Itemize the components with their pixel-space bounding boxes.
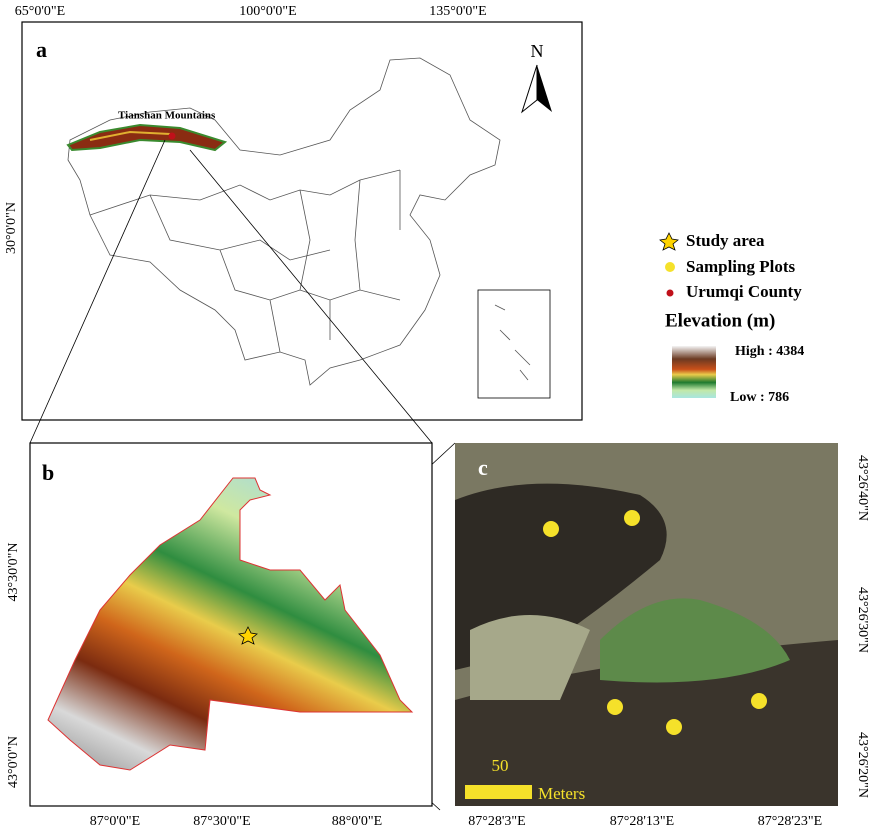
grass-patch (600, 598, 790, 683)
legend-title: Elevation (m) (665, 310, 775, 331)
scale-value: 50 (492, 756, 509, 775)
lat-label: 43°26'30"N (855, 587, 870, 653)
lon-label: 135°0'0"E (429, 4, 486, 19)
legend-dot (666, 289, 674, 297)
legend-star (659, 232, 679, 251)
china-outline (67, 57, 501, 386)
scale-unit: Meters (538, 784, 585, 803)
panel-label: c (478, 455, 488, 480)
urumqi-point (168, 132, 176, 140)
lon-label: 87°28'23"E (758, 814, 822, 829)
inset-islands (494, 304, 531, 381)
lon-label: 87°30'0"E (193, 814, 250, 829)
lat-label: 43°26'40"N (855, 455, 870, 521)
study-area-star (238, 626, 258, 645)
north-label: N (531, 41, 544, 61)
panel-a-frame (21, 21, 583, 421)
lon-label: 100°0'0"E (239, 4, 296, 19)
scale-bar (465, 785, 532, 799)
legend-label: Sampling Plots (686, 257, 795, 276)
lon-label: 87°28'3"E (468, 814, 525, 829)
tianshan-detail (89, 130, 171, 141)
dem-region (47, 477, 414, 771)
legend-label: Urumqi County (686, 282, 802, 301)
sampling-plots (543, 510, 767, 735)
lon-label: 87°28'13"E (610, 814, 674, 829)
legend-label: Study area (686, 231, 765, 250)
lat-label: 43°0'0"N (6, 736, 21, 788)
lat-label: 43°30'0"N (6, 543, 21, 602)
inset-frame (477, 289, 551, 399)
lat-label: 30°0'0"N (4, 202, 19, 254)
panel-label: b (42, 460, 54, 485)
bare-patch (470, 615, 590, 700)
legend-high: High : 4384 (735, 344, 804, 359)
lon-label: 88°0'0"E (332, 814, 382, 829)
tianshan-band (66, 123, 228, 152)
legend-dot (665, 262, 675, 272)
lon-label: 87°0'0"E (90, 814, 140, 829)
panel-label: a (36, 37, 47, 62)
legend-low: Low : 786 (730, 390, 789, 405)
region-label: Tianshan Mountains (118, 110, 216, 122)
north-arrow-right (537, 65, 552, 112)
lon-label: 65°0'0"E (15, 4, 65, 19)
elevation-ramp (672, 346, 716, 398)
lat-label: 43°26'20"N (855, 732, 870, 798)
